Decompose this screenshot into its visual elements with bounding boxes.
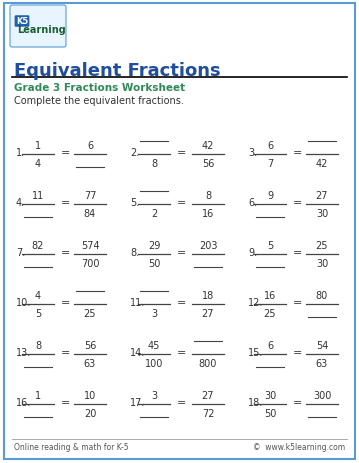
Text: 5: 5 <box>267 240 273 250</box>
Text: 18.: 18. <box>248 397 263 407</box>
Text: 27: 27 <box>202 390 214 400</box>
Text: 3: 3 <box>151 390 157 400</box>
Text: 82: 82 <box>32 240 44 250</box>
Text: 100: 100 <box>145 358 163 368</box>
Text: =: = <box>60 198 70 207</box>
Text: 9.: 9. <box>248 247 257 257</box>
Text: 80: 80 <box>316 290 328 300</box>
Text: 4: 4 <box>35 159 41 169</box>
Text: 5.: 5. <box>130 198 139 207</box>
Text: 300: 300 <box>313 390 331 400</box>
Text: =: = <box>60 347 70 357</box>
Text: 63: 63 <box>316 358 328 368</box>
Text: 42: 42 <box>202 141 214 150</box>
Text: 63: 63 <box>84 358 96 368</box>
Text: 574: 574 <box>81 240 99 250</box>
Text: 25: 25 <box>264 308 276 319</box>
Text: =: = <box>176 347 186 357</box>
Text: ©  www.k5learning.com: © www.k5learning.com <box>253 443 345 451</box>
Text: Online reading & math for K-5: Online reading & math for K-5 <box>14 443 129 451</box>
Text: 25: 25 <box>84 308 96 319</box>
Text: 56: 56 <box>84 340 96 350</box>
Text: 6: 6 <box>87 141 93 150</box>
Text: 42: 42 <box>316 159 328 169</box>
Text: 54: 54 <box>316 340 328 350</box>
Text: Grade 3 Fractions Worksheet: Grade 3 Fractions Worksheet <box>14 83 185 93</box>
Text: 8.: 8. <box>130 247 139 257</box>
Text: 10: 10 <box>84 390 96 400</box>
Text: 16: 16 <box>202 208 214 219</box>
Text: 3.: 3. <box>248 148 257 158</box>
Text: Learning: Learning <box>18 25 66 35</box>
Text: 30: 30 <box>316 208 328 219</box>
Text: 6: 6 <box>267 340 273 350</box>
Text: 12.: 12. <box>248 297 264 307</box>
Text: Equivalent Fractions: Equivalent Fractions <box>14 62 221 80</box>
Text: 25: 25 <box>316 240 328 250</box>
Text: 1: 1 <box>35 141 41 150</box>
Text: 16: 16 <box>264 290 276 300</box>
Text: 13.: 13. <box>16 347 31 357</box>
Text: 7: 7 <box>267 159 273 169</box>
Text: 1: 1 <box>35 390 41 400</box>
Text: =: = <box>292 397 302 407</box>
Text: 11.: 11. <box>130 297 145 307</box>
Text: 45: 45 <box>148 340 160 350</box>
Text: 14.: 14. <box>130 347 145 357</box>
Text: 7.: 7. <box>16 247 25 257</box>
Text: =: = <box>60 148 70 158</box>
Text: 50: 50 <box>264 408 276 418</box>
Text: 20: 20 <box>84 408 96 418</box>
Text: 4: 4 <box>35 290 41 300</box>
Text: Complete the equivalent fractions.: Complete the equivalent fractions. <box>14 96 184 106</box>
Text: 203: 203 <box>199 240 217 250</box>
Text: 4.: 4. <box>16 198 25 207</box>
Text: 30: 30 <box>316 258 328 269</box>
Text: 2: 2 <box>151 208 157 219</box>
Text: 77: 77 <box>84 191 96 200</box>
Text: =: = <box>176 148 186 158</box>
Text: 17.: 17. <box>130 397 145 407</box>
Text: 5: 5 <box>35 308 41 319</box>
Text: 6: 6 <box>267 141 273 150</box>
Text: 16.: 16. <box>16 397 31 407</box>
Text: 8: 8 <box>35 340 41 350</box>
Text: =: = <box>176 397 186 407</box>
Text: 800: 800 <box>199 358 217 368</box>
Text: 56: 56 <box>202 159 214 169</box>
Text: 18: 18 <box>202 290 214 300</box>
Text: =: = <box>176 297 186 307</box>
Text: =: = <box>292 148 302 158</box>
Text: =: = <box>292 297 302 307</box>
Text: =: = <box>60 297 70 307</box>
Text: 10.: 10. <box>16 297 31 307</box>
FancyBboxPatch shape <box>10 6 66 48</box>
Text: =: = <box>292 198 302 207</box>
Text: =: = <box>60 247 70 257</box>
Text: 6.: 6. <box>248 198 257 207</box>
Text: =: = <box>176 247 186 257</box>
Text: =: = <box>176 198 186 207</box>
Text: =: = <box>292 247 302 257</box>
Text: 8: 8 <box>151 159 157 169</box>
Text: 27: 27 <box>202 308 214 319</box>
Text: =: = <box>60 397 70 407</box>
Text: 11: 11 <box>32 191 44 200</box>
FancyBboxPatch shape <box>4 4 355 459</box>
Text: 30: 30 <box>264 390 276 400</box>
Text: 29: 29 <box>148 240 160 250</box>
Text: 84: 84 <box>84 208 96 219</box>
Text: 50: 50 <box>148 258 160 269</box>
Text: 8: 8 <box>205 191 211 200</box>
Text: K5: K5 <box>16 18 28 26</box>
Text: 27: 27 <box>316 191 328 200</box>
Text: 9: 9 <box>267 191 273 200</box>
Text: 3: 3 <box>151 308 157 319</box>
Text: =: = <box>292 347 302 357</box>
Text: 1.: 1. <box>16 148 25 158</box>
Text: 2.: 2. <box>130 148 139 158</box>
Text: 15.: 15. <box>248 347 264 357</box>
Text: 72: 72 <box>202 408 214 418</box>
Text: 700: 700 <box>81 258 99 269</box>
